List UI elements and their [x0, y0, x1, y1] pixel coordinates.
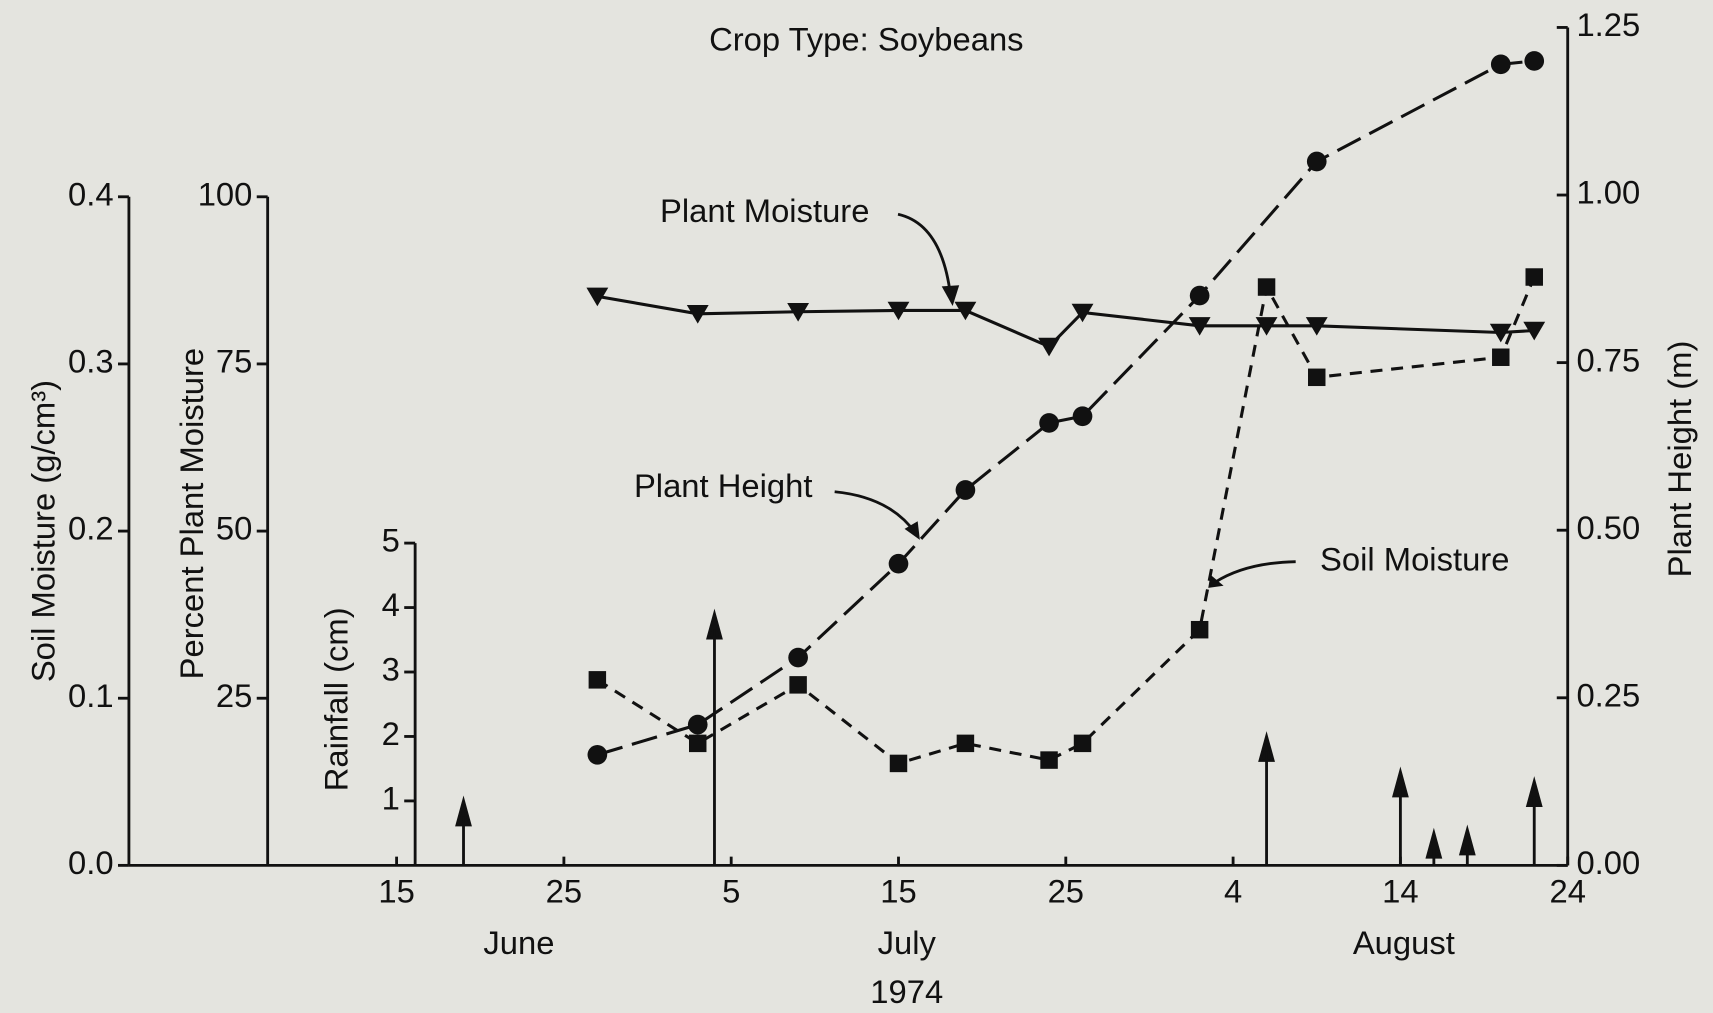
- y-tick-label: 0.3: [68, 343, 114, 380]
- y-axis-label: Rainfall (cm): [317, 607, 354, 791]
- point: [956, 734, 975, 753]
- point: [688, 734, 707, 753]
- point: [1524, 51, 1545, 71]
- point: [889, 754, 908, 773]
- point: [1038, 337, 1060, 357]
- rainfall-arrow: [1525, 776, 1543, 866]
- series-line: [596, 276, 1536, 766]
- rainfall-arrow: [1391, 766, 1409, 866]
- x-tick-label: 24: [1549, 872, 1585, 909]
- rainfall-arrow: [455, 795, 472, 866]
- point: [1189, 285, 1210, 306]
- annotation: Plant Moisture: [660, 192, 869, 229]
- point: [1306, 151, 1327, 172]
- year-label: 1974: [870, 973, 943, 1010]
- point: [1072, 406, 1093, 427]
- month-label: July: [878, 924, 937, 961]
- y-tick-label: 5: [382, 522, 400, 559]
- x-tick-label: 25: [546, 872, 582, 909]
- point: [588, 671, 607, 689]
- point: [954, 301, 977, 321]
- point: [1308, 368, 1326, 387]
- y-tick-label: 0.2: [68, 510, 114, 547]
- y-tick-label: 1.00: [1576, 174, 1640, 211]
- arrow-head: [941, 285, 960, 307]
- point: [1492, 348, 1510, 366]
- point: [1523, 321, 1546, 341]
- arrow-head: [1208, 574, 1224, 588]
- series-line: [597, 294, 1535, 349]
- x-tick-label: 5: [722, 872, 740, 909]
- rainfall-arrow: [706, 608, 723, 866]
- y-axis-label: Plant Height (m): [1661, 341, 1698, 578]
- month-label: June: [483, 924, 554, 961]
- y-tick-label: 0.25: [1576, 676, 1640, 713]
- y-tick-label: 4: [382, 586, 400, 623]
- rainfall-arrow: [1258, 731, 1275, 866]
- point: [687, 714, 708, 735]
- x-tick-label: 25: [1048, 872, 1084, 909]
- point: [1073, 734, 1092, 753]
- y-tick-label: 0.00: [1576, 844, 1640, 881]
- point: [1255, 317, 1278, 336]
- point: [789, 676, 807, 694]
- point: [586, 287, 609, 307]
- rainfall-arrow: [1458, 824, 1476, 866]
- y-tick-label: 3: [382, 651, 400, 688]
- point: [788, 647, 808, 668]
- y-tick-label: 50: [216, 510, 252, 547]
- x-tick-label: 15: [880, 872, 916, 909]
- point: [1190, 620, 1209, 639]
- annotation: Plant Height: [634, 467, 813, 504]
- series-line: [596, 59, 1535, 757]
- point: [888, 553, 909, 574]
- point: [787, 303, 810, 322]
- point: [955, 480, 976, 500]
- y-tick-label: 0.1: [68, 677, 114, 714]
- point: [1071, 303, 1094, 323]
- y-tick-label: 1: [382, 780, 400, 817]
- point: [887, 301, 910, 321]
- x-tick-label: 14: [1382, 872, 1418, 909]
- point: [1525, 268, 1543, 286]
- arrow-head: [904, 521, 920, 540]
- annotation-arrow: [897, 212, 952, 296]
- point: [1489, 323, 1512, 343]
- y-axis-label: Soil Moisture (g/cm³): [25, 380, 62, 682]
- annotation: Soil Moisture: [1320, 540, 1509, 577]
- point: [587, 744, 608, 765]
- point: [1305, 317, 1328, 336]
- y-tick-label: 100: [198, 175, 253, 212]
- y-tick-label: 0.4: [68, 175, 114, 212]
- annotation-arrow: [1214, 560, 1296, 584]
- y-tick-label: 0.0: [68, 844, 114, 881]
- y-tick-label: 75: [216, 343, 252, 380]
- point: [1040, 751, 1058, 769]
- point: [1188, 317, 1211, 336]
- y-tick-label: 2: [382, 715, 400, 752]
- y-tick-label: 1.25: [1576, 6, 1640, 43]
- point: [1490, 54, 1511, 75]
- point: [686, 305, 709, 324]
- chart-title: Crop Type: Soybeans: [709, 20, 1024, 57]
- y-tick-label: 0.50: [1576, 509, 1640, 546]
- rainfall-arrow: [1425, 827, 1443, 866]
- y-tick-label: 25: [216, 677, 252, 714]
- y-axis-label: Percent Plant Moisture: [173, 348, 210, 679]
- y-tick-label: 0.75: [1576, 341, 1640, 378]
- x-tick-label: 4: [1224, 872, 1242, 909]
- point: [1257, 278, 1276, 296]
- x-tick-label: 15: [378, 872, 414, 909]
- point: [1039, 413, 1059, 433]
- month-label: August: [1353, 924, 1455, 961]
